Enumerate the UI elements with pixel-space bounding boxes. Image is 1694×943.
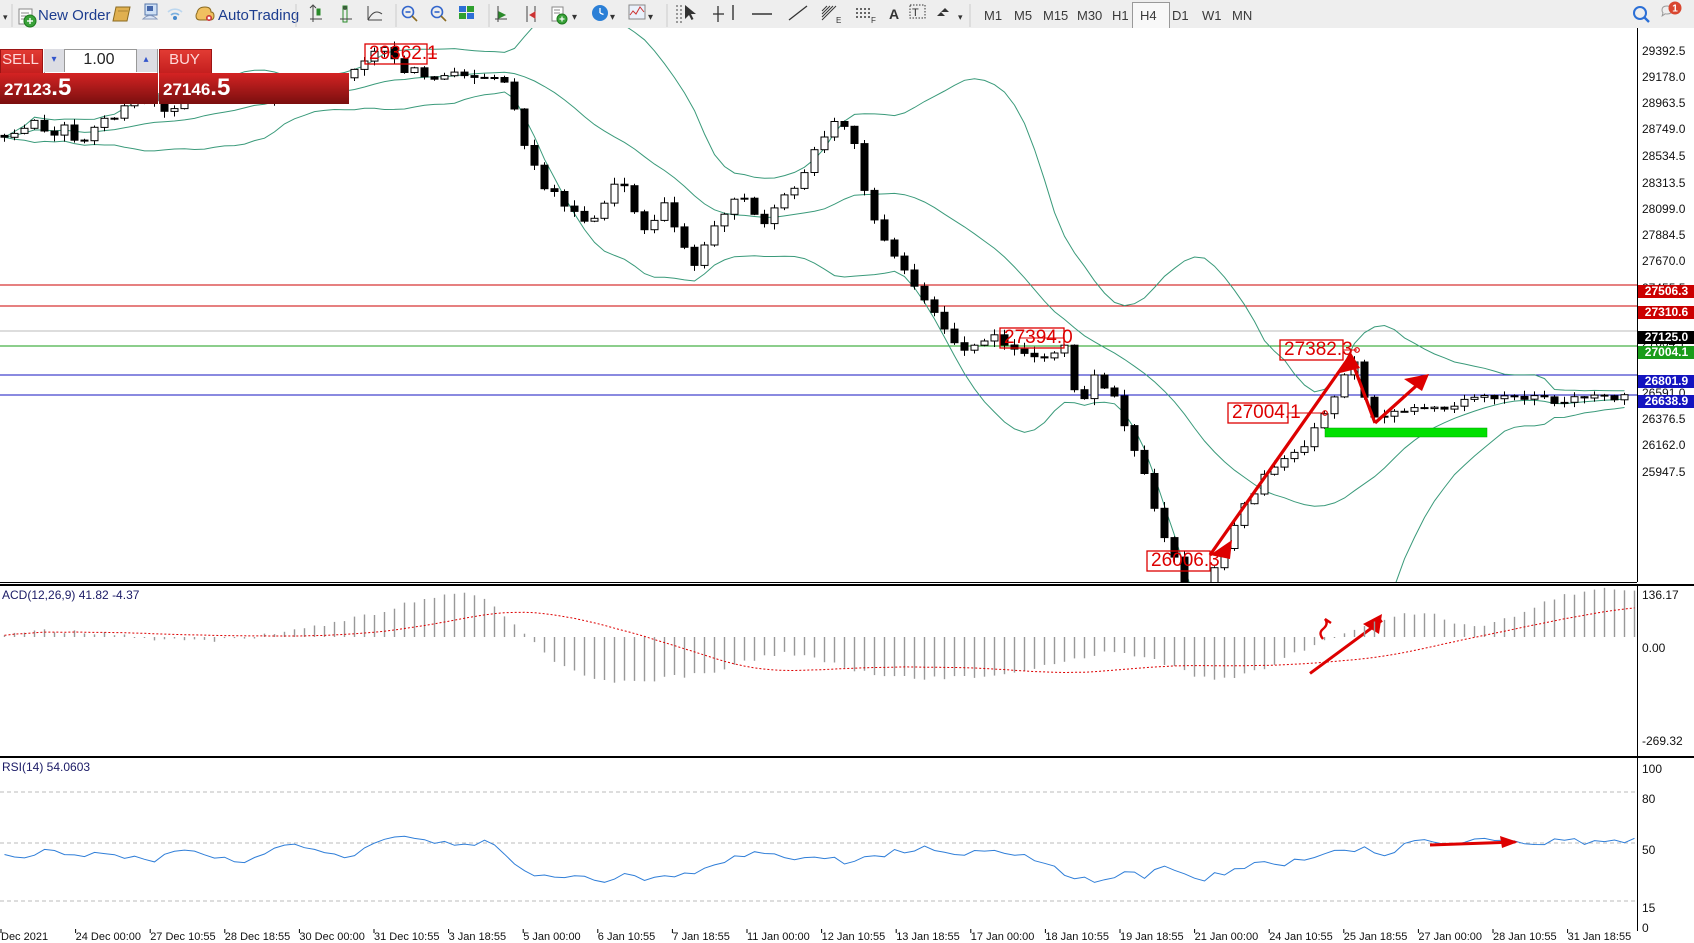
svg-text:▾: ▾	[648, 12, 653, 23]
svg-text:▾: ▾	[958, 12, 963, 22]
svg-text:26006.3: 26006.3	[1151, 550, 1220, 571]
svg-text:E: E	[836, 16, 841, 25]
svg-text:1: 1	[1672, 4, 1678, 15]
svg-text:A: A	[889, 6, 899, 22]
svg-text:F: F	[871, 16, 876, 25]
svg-text:T: T	[912, 7, 919, 19]
svg-text:27382.3: 27382.3	[1284, 339, 1353, 360]
